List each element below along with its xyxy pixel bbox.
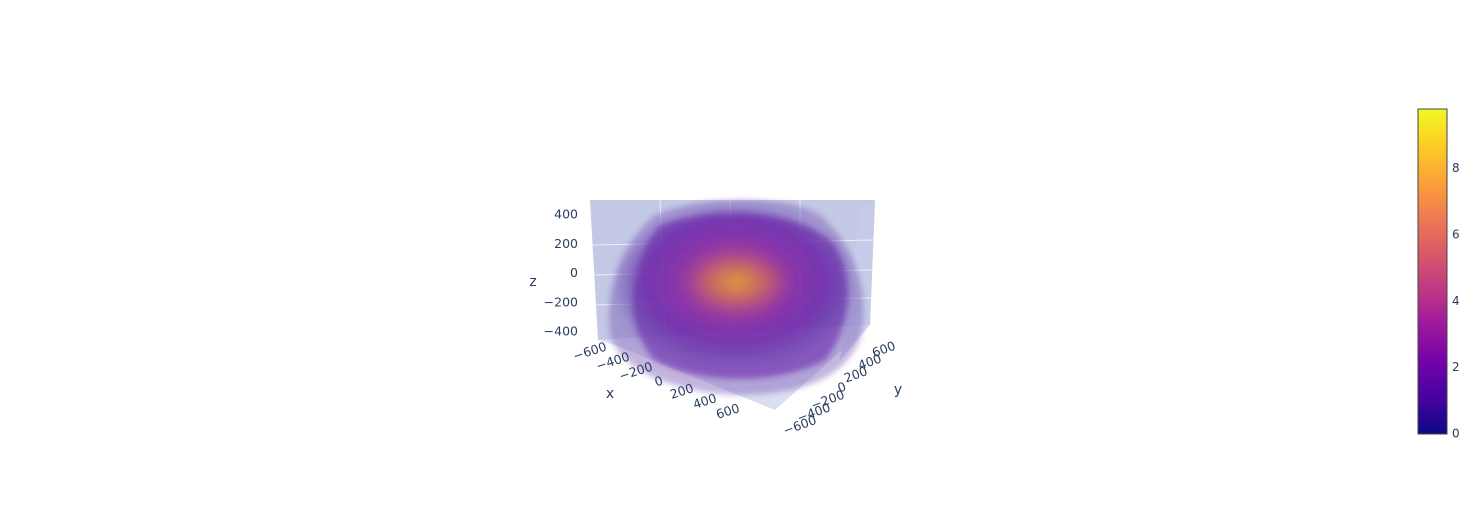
x-tick-label: 400 xyxy=(691,390,718,412)
x-tick-label: 600 xyxy=(714,400,741,422)
x-tick-label: 200 xyxy=(668,380,695,402)
z-axis-title: z xyxy=(529,274,536,290)
x-axis-title: x xyxy=(606,386,614,402)
z-tick-label: −200 xyxy=(544,294,578,309)
z-tick-label: 200 xyxy=(554,236,578,251)
z-tick-label: 0 xyxy=(570,265,578,280)
y-axis-title: y xyxy=(894,382,902,398)
y-tick-label: 200 xyxy=(842,363,870,385)
colorbar-tick-label: 8 xyxy=(1452,161,1460,175)
colorbar-tick-label: 4 xyxy=(1452,294,1460,308)
volume-cloud xyxy=(609,200,864,395)
colorbar-gradient xyxy=(1417,108,1448,435)
volume-core xyxy=(682,252,792,312)
colorbar: 8 6 4 2 0 xyxy=(1417,108,1460,441)
colorbar-tick-label: 2 xyxy=(1452,360,1460,374)
colorbar-tick-label: 6 xyxy=(1452,228,1460,242)
z-tick-label: 400 xyxy=(554,207,578,222)
colorbar-tick-label: 0 xyxy=(1452,427,1460,441)
z-tick-label: −400 xyxy=(544,324,578,339)
axis-titles: z x y xyxy=(529,274,902,402)
